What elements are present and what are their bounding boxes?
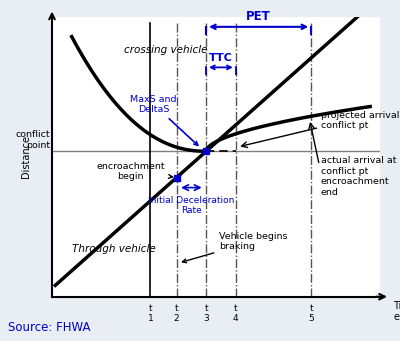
Text: Tim
e: Tim e (393, 301, 400, 323)
Text: t
1: t 1 (148, 303, 153, 323)
Text: Vehicle begins
braking: Vehicle begins braking (182, 232, 288, 263)
Text: Source: FHWA: Source: FHWA (8, 321, 90, 334)
Text: PET: PET (246, 10, 271, 23)
Text: encroachment
begin: encroachment begin (96, 162, 172, 181)
Text: t
3: t 3 (203, 303, 209, 323)
Text: t
2: t 2 (174, 303, 180, 323)
Text: conflict
point: conflict point (16, 131, 50, 150)
Text: t
5: t 5 (308, 303, 314, 323)
Text: actual arrival at
conflict pt
encroachment
end: actual arrival at conflict pt encroachme… (321, 156, 396, 196)
Text: projected arrival at
conflict pt: projected arrival at conflict pt (321, 111, 400, 130)
Text: Initial Deceleration
Rate: Initial Deceleration Rate (148, 196, 234, 216)
Text: TTC: TTC (209, 53, 233, 63)
Text: crossing vehicle: crossing vehicle (124, 45, 208, 55)
Text: Distance: Distance (21, 135, 31, 178)
Text: t
4: t 4 (233, 303, 238, 323)
Text: MaxS and
DeltaS: MaxS and DeltaS (130, 95, 198, 145)
Text: Through vehicle: Through vehicle (72, 244, 156, 254)
